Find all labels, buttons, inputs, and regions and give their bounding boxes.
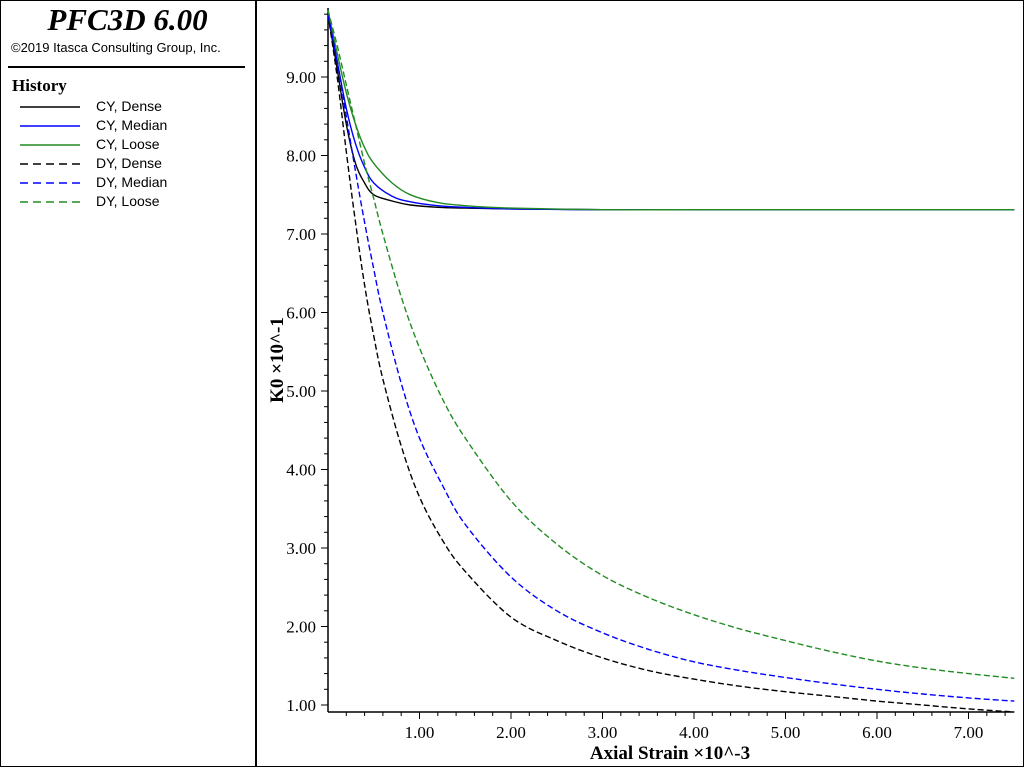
series-line-6 [327, 10, 1015, 679]
legend-label: DY, Loose [96, 193, 160, 209]
y-tick-label: 4.00 [286, 461, 316, 480]
x-tick-label: 3.00 [588, 723, 618, 742]
legend-label: CY, Dense [96, 98, 162, 114]
series-line-5 [327, 14, 1015, 702]
y-tick-label: 1.00 [286, 696, 316, 715]
y-tick-label: 8.00 [286, 147, 316, 166]
y-tick-label: 7.00 [286, 225, 316, 244]
x-tick-label: 7.00 [954, 723, 984, 742]
x-axis-title: Axial Strain ×10^-3 [590, 743, 750, 764]
y-tick-label: 2.00 [286, 618, 316, 637]
x-tick-label: 1.00 [405, 723, 435, 742]
legend-item: DY, Median [20, 174, 250, 193]
x-tick-label: 2.00 [496, 723, 526, 742]
x-tick-label: 4.00 [679, 723, 709, 742]
series-line-2 [327, 14, 1015, 211]
y-tick-label: 3.00 [286, 539, 316, 558]
legend-item: CY, Dense [20, 98, 250, 117]
legend-title: History [12, 76, 67, 95]
series-group [327, 10, 1015, 713]
y-tick-label: 6.00 [286, 304, 316, 323]
legend-label: DY, Median [96, 174, 168, 190]
legend-item: DY, Dense [20, 155, 250, 174]
legend-item: CY, Median [20, 117, 250, 136]
series-line-3 [327, 10, 1015, 211]
series-line-4 [327, 14, 1015, 713]
series-line-1 [327, 14, 1015, 211]
legend-item: CY, Loose [20, 136, 250, 155]
legend-label: DY, Dense [96, 155, 162, 171]
legend-item: DY, Loose [20, 193, 250, 212]
tick-labels: 1.00 2.00 3.00 4.00 5.00 6.00 7.00 8.00 9.00 1.00… [286, 68, 983, 742]
side-panel: PFC3D 6.00 ©2019 Itasca Consulting Group… [0, 0, 257, 767]
y-tick-label: 9.00 [286, 68, 316, 87]
divider [8, 66, 245, 68]
axes [321, 8, 1014, 719]
chart-area: 1.00 2.00 3.00 4.00 5.00 6.00 7.00 8.00 9.00 1.00… [267, 8, 1015, 764]
x-tick-label: 6.00 [862, 723, 892, 742]
y-tick-label: 5.00 [286, 382, 316, 401]
legend-label: CY, Median [96, 117, 168, 133]
legend-label: CY, Loose [96, 136, 160, 152]
app-title: PFC3D 6.00 [47, 2, 208, 37]
x-tick-label: 5.00 [771, 723, 801, 742]
y-axis-title: K0 ×10^-1 [267, 317, 288, 403]
copyright-text: ©2019 Itasca Consulting Group, Inc. [11, 40, 221, 55]
